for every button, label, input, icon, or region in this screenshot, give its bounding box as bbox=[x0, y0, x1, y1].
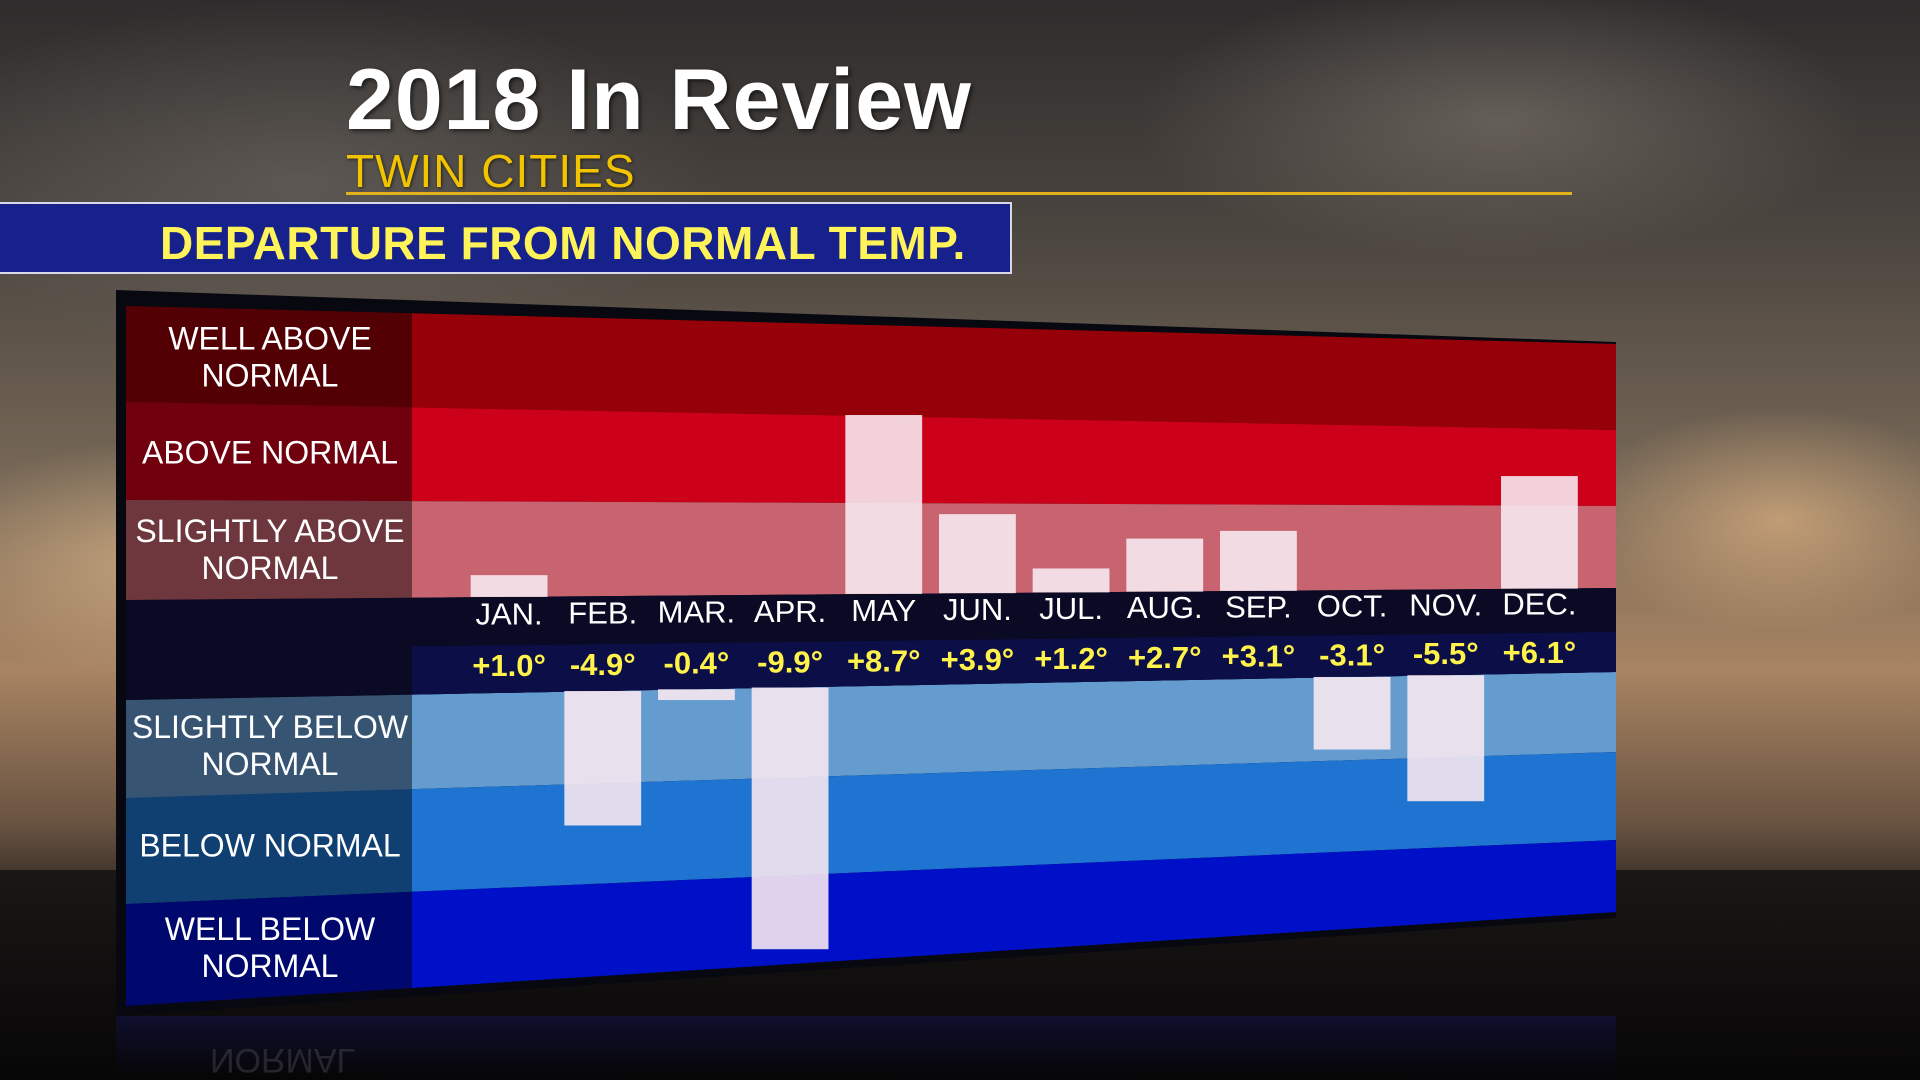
location-subtitle: TWIN CITIES bbox=[346, 145, 636, 197]
bar-may bbox=[845, 415, 923, 594]
month-label: NOV. bbox=[1409, 588, 1482, 623]
band-label-text: NORMAL bbox=[202, 550, 339, 586]
chart-banner: DEPARTURE FROM NORMAL TEMP. bbox=[0, 202, 1012, 274]
month-text-layer: JAN. +1.0° FEB. -4.9° MAR. -0.4° APR. -9.9° MAY +… bbox=[472, 587, 1576, 683]
band-label-bg-above bbox=[126, 402, 412, 502]
band-label-text: WELL BELOW bbox=[165, 911, 376, 947]
month-label: OCT. bbox=[1317, 588, 1388, 623]
page-title: 2018 In Review bbox=[346, 52, 972, 148]
value-label: +8.7° bbox=[847, 643, 921, 678]
band-label-text: BELOW NORMAL bbox=[139, 828, 400, 864]
band-well-below bbox=[412, 840, 1616, 988]
month-label: MAR. bbox=[658, 595, 736, 630]
band-label-shade bbox=[126, 694, 412, 798]
band-label-text: SLIGHTLY BELOW bbox=[132, 709, 409, 745]
band-label-shade bbox=[126, 402, 412, 502]
bar-jun bbox=[939, 514, 1016, 594]
band-label-bg-well-above bbox=[126, 306, 412, 408]
band-above bbox=[412, 407, 1616, 506]
board-reflection bbox=[116, 1016, 1616, 1080]
band-label-bg-slightly-below bbox=[126, 694, 412, 798]
bar-oct bbox=[1313, 676, 1391, 750]
value-label: +3.1° bbox=[1222, 639, 1296, 674]
band-label-text: NORMAL bbox=[202, 746, 339, 782]
band-well-above bbox=[412, 313, 1616, 430]
band-below bbox=[412, 752, 1616, 892]
band-label-text: NORMAL bbox=[202, 358, 339, 394]
band-label-shade bbox=[126, 306, 412, 408]
bar-jan bbox=[470, 575, 548, 597]
month-label: FEB. bbox=[568, 596, 637, 631]
month-label: JUN. bbox=[943, 592, 1012, 627]
band-label-text: WELL ABOVE bbox=[168, 321, 371, 357]
month-label: SEP. bbox=[1225, 589, 1292, 624]
bar-jul bbox=[1032, 568, 1110, 593]
month-label: AUG. bbox=[1127, 590, 1203, 625]
band-label-shade bbox=[126, 789, 412, 904]
bar-nov bbox=[1407, 675, 1485, 802]
bar-dec bbox=[1501, 476, 1578, 589]
band-label-shade bbox=[126, 500, 412, 600]
value-strip bbox=[412, 632, 1616, 695]
value-label: +3.9° bbox=[941, 642, 1015, 677]
value-label: +6.1° bbox=[1503, 635, 1577, 670]
value-label: +1.2° bbox=[1034, 641, 1108, 676]
value-label: +2.7° bbox=[1128, 640, 1202, 675]
band-label-bg-slightly-above bbox=[126, 500, 412, 600]
band-label-text: ABOVE NORMAL bbox=[142, 435, 398, 471]
band-label-bg-below bbox=[126, 789, 412, 904]
title-block: 2018 In Review TWIN CITIES bbox=[346, 52, 972, 194]
month-label: MAY bbox=[851, 593, 916, 628]
value-label: -5.5° bbox=[1413, 636, 1479, 671]
month-label: JUL. bbox=[1039, 591, 1103, 626]
month-label: DEC. bbox=[1502, 587, 1576, 622]
bar-sep bbox=[1220, 530, 1297, 591]
bar-aug bbox=[1126, 538, 1204, 592]
month-label: APR. bbox=[754, 594, 826, 629]
band-label-shade bbox=[126, 891, 412, 1006]
band-label-text: NORMAL bbox=[202, 948, 339, 984]
value-label: +1.0° bbox=[472, 648, 546, 683]
bar-apr bbox=[751, 687, 829, 950]
value-label: -4.9° bbox=[570, 647, 636, 682]
bar-feb bbox=[564, 691, 642, 826]
value-label: -0.4° bbox=[664, 646, 730, 681]
bar-mar bbox=[658, 689, 735, 701]
title-divider bbox=[346, 192, 1572, 195]
bars-layer bbox=[470, 415, 1578, 950]
month-label: JAN. bbox=[475, 596, 542, 631]
banner-text: DEPARTURE FROM NORMAL TEMP. bbox=[160, 217, 966, 269]
value-label: -9.9° bbox=[757, 645, 823, 680]
band-layer bbox=[126, 306, 1616, 1006]
band-label-bg-well-below bbox=[126, 891, 412, 1006]
value-label: -3.1° bbox=[1319, 637, 1385, 672]
band-label-text: SLIGHTLY ABOVE bbox=[135, 513, 404, 549]
